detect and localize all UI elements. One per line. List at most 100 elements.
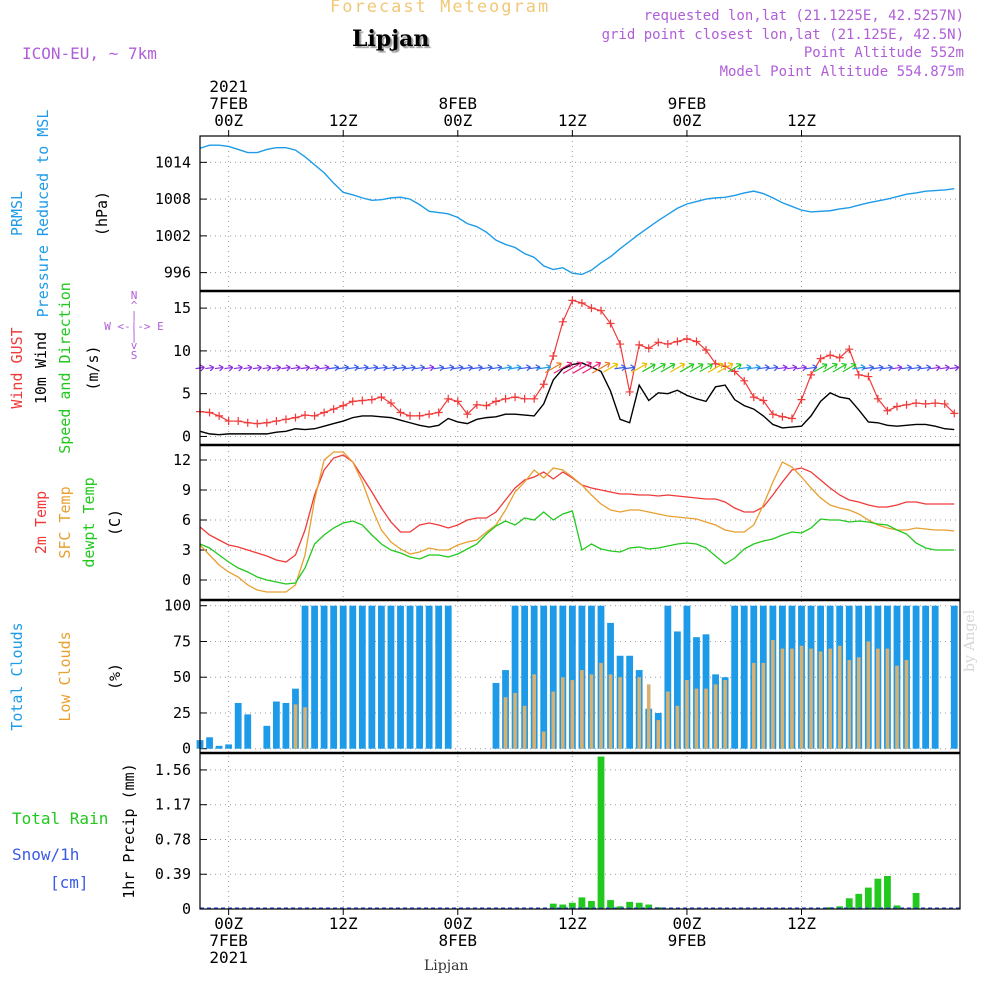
gust-marker — [892, 402, 901, 411]
rain-bar — [874, 878, 882, 909]
top-time-label: 12Z — [558, 111, 587, 130]
total-cloud-bar — [339, 605, 347, 749]
gust-marker — [845, 345, 854, 354]
total-cloud-bar — [549, 605, 557, 749]
gust-marker — [807, 370, 816, 379]
gust-marker — [501, 394, 510, 403]
low-cloud-bar — [751, 662, 756, 749]
wind-direction-arrow — [699, 363, 713, 373]
clouds-axis-label: Total Clouds — [8, 622, 26, 730]
bottom-time-label: 2021 — [209, 948, 248, 967]
total-cloud-bar — [511, 605, 519, 749]
wind-direction-arrow — [319, 364, 330, 372]
total-cloud-bar — [444, 605, 452, 749]
low-cloud-bar — [790, 648, 794, 749]
gust-marker — [625, 387, 634, 396]
low-cloud-bar — [675, 705, 680, 749]
low-cloud-bar — [809, 648, 813, 749]
y-tick-label: 0 — [182, 571, 191, 589]
wind-direction-arrow — [442, 364, 455, 372]
gust-marker — [329, 405, 338, 414]
wind-direction-arrow — [480, 364, 493, 372]
gust-marker — [377, 393, 386, 402]
compass-west-east: W <-|-> E — [104, 320, 164, 333]
rain-bar — [597, 756, 605, 909]
low-cloud-bar — [828, 648, 832, 749]
gust-marker — [348, 397, 357, 406]
wind-direction-arrow — [572, 361, 592, 374]
gust-marker — [386, 399, 395, 408]
wind-direction-arrow — [243, 364, 253, 372]
precip-axis-label: 1hr Precip (mm) — [120, 763, 138, 898]
gust-marker — [406, 411, 415, 420]
bottom-time-label: 12Z — [329, 914, 358, 933]
y-tick-label: 10 — [173, 342, 191, 360]
location-name: Lipjan — [352, 26, 430, 52]
wind-direction-arrow — [872, 364, 884, 372]
wind-direction-arrow — [536, 364, 552, 371]
requested-coordinates: requested lon,lat (21.1225E, 42.5257N) — [643, 8, 964, 24]
wind-direction-arrow — [424, 364, 435, 372]
low-cloud-bar — [570, 680, 575, 749]
wind-direction-arrow — [832, 362, 847, 373]
gust-marker — [320, 408, 329, 417]
y-tick-label: 0.78 — [155, 830, 191, 848]
top-time-label: 7FEB — [209, 94, 248, 113]
wind-direction-arrow — [813, 363, 828, 373]
wind-direction-arrow — [910, 364, 922, 372]
wind-direction-arrow — [205, 364, 215, 372]
gust-marker — [940, 399, 949, 408]
gust-marker — [520, 394, 529, 403]
total-cloud-bar — [568, 605, 576, 749]
gust-marker — [463, 410, 472, 419]
wind-direction-arrow — [767, 364, 779, 372]
wind-direction-arrow — [642, 363, 656, 373]
wind-direction-arrow — [777, 364, 788, 372]
rain-bar — [626, 901, 634, 909]
wind-direction-arrow — [309, 364, 320, 372]
top-time-label: 2021 — [209, 77, 248, 96]
wind-direction-arrow — [462, 364, 473, 372]
y-tick-label: 50 — [173, 668, 191, 686]
total-cloud-bar — [397, 605, 404, 749]
gust-marker — [558, 317, 567, 326]
total-cloud-bar — [425, 605, 433, 749]
gust-marker — [568, 296, 577, 305]
gust-marker — [482, 401, 491, 410]
wind-direction-arrow — [404, 364, 416, 372]
low-cloud-bar — [818, 651, 823, 749]
total-cloud-bar — [387, 605, 395, 749]
bottom-time-label: 7FEB — [209, 931, 248, 950]
total-cloud-bar — [225, 744, 233, 749]
pressure-line — [199, 144, 955, 276]
gust-marker — [491, 397, 500, 406]
gust-marker — [339, 401, 348, 410]
low-cloud-bar — [303, 707, 307, 749]
clouds-axis-label: Low Clouds — [56, 631, 74, 721]
pressure-axis-label: Pressure Reduced to MSL — [34, 110, 52, 318]
point-altitude: Point Altitude 552m — [803, 45, 964, 61]
dewpoint-line — [199, 510, 955, 585]
top-time-label: 12Z — [787, 111, 816, 130]
rain-bar — [559, 904, 567, 909]
y-tick-label: 1014 — [155, 153, 191, 171]
total-cloud-bar — [406, 605, 414, 749]
gust-marker — [549, 352, 558, 361]
low-cloud-bar — [847, 660, 852, 749]
top-time-label: 12Z — [329, 111, 358, 130]
low-cloud-bar — [685, 680, 689, 749]
gust-marker — [759, 396, 768, 405]
wind-direction-arrow — [660, 362, 676, 373]
gust-marker — [243, 418, 252, 427]
wind-direction-arrow — [337, 364, 350, 372]
rain-bar — [845, 898, 853, 909]
total-cloud-bar — [492, 682, 500, 749]
gust-marker — [597, 306, 606, 315]
wind-direction-arrow — [624, 364, 636, 372]
gust-marker — [530, 394, 539, 403]
wind-direction-arrow — [882, 364, 893, 372]
total-cloud-bar — [626, 655, 634, 749]
y-tick-label: 75 — [173, 632, 191, 650]
low-cloud-bar — [780, 648, 785, 749]
top-time-label: 8FEB — [439, 94, 478, 113]
